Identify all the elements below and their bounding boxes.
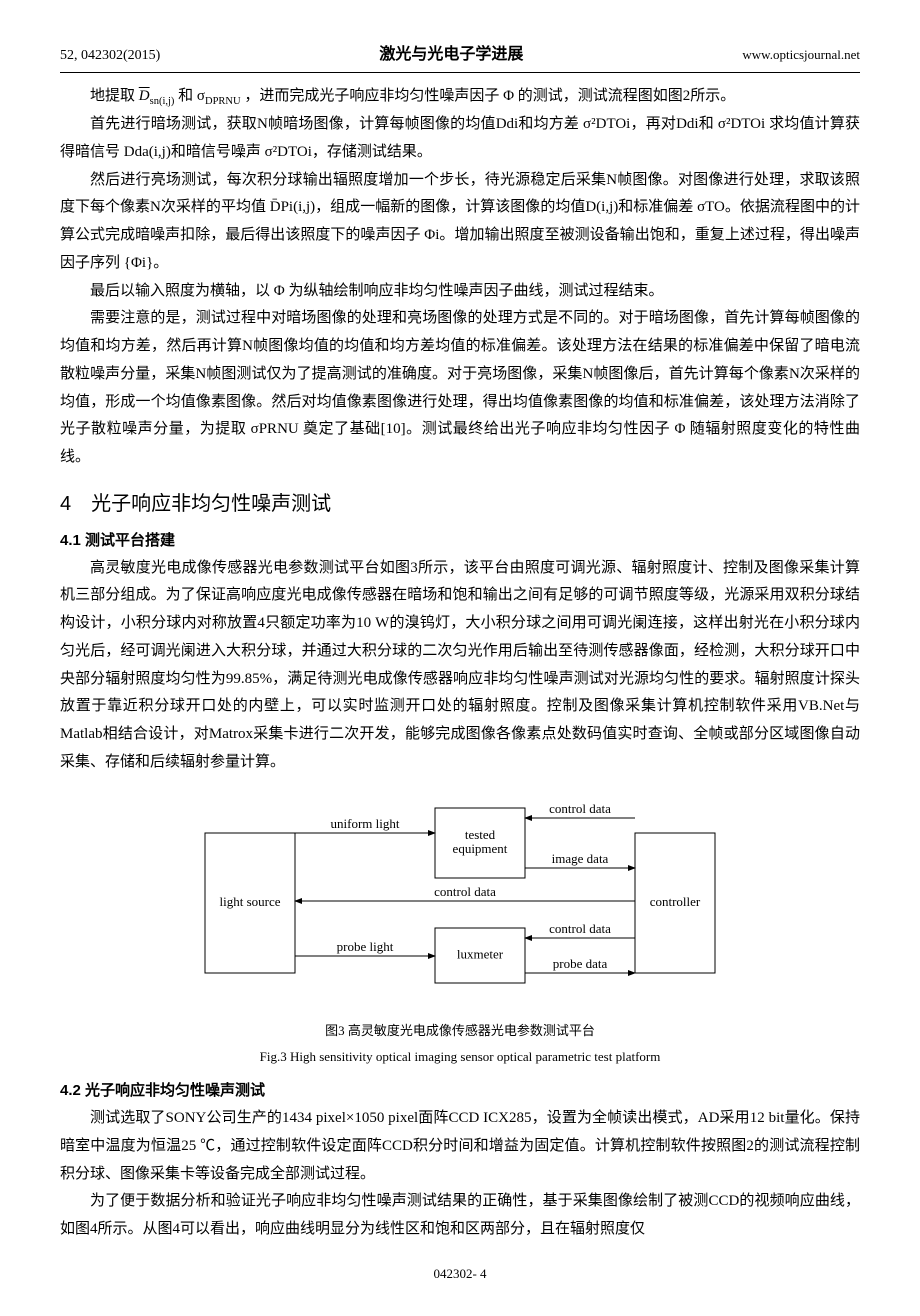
symbol-D: D: [139, 88, 150, 104]
subsection-4-2: 4.2 光子响应非均匀性噪声测试: [60, 1077, 860, 1105]
symbol-sub: sn(i,j): [150, 96, 175, 107]
header-center: 激光与光电子学进展: [379, 40, 523, 70]
figure-3-caption-cn: 图3 高灵敏度光电成像传感器光电参数测试平台: [60, 1019, 860, 1043]
paragraph-6: 高灵敏度光电成像传感器光电参数测试平台如图3所示，该平台由照度可调光源、辐射照度…: [60, 555, 860, 777]
svg-text:tested: tested: [465, 827, 496, 842]
header-left: 52, 042302(2015): [60, 43, 160, 69]
paragraph-1: 地提取 Dsn(i,j) 和 σDPRNU ，进而完成光子响应非均匀性噪声因子 …: [60, 83, 860, 111]
svg-text:luxmeter: luxmeter: [457, 946, 504, 961]
figure-3: light source testedequipment luxmeter contr…: [60, 793, 860, 1070]
page-footer: 042302- 4: [60, 1262, 860, 1286]
svg-text:control data: control data: [549, 921, 611, 936]
figure-3-diagram: light source testedequipment luxmeter contr…: [165, 793, 755, 1003]
svg-text:controller: controller: [650, 894, 701, 909]
paragraph-5: 需要注意的是，测试过程中对暗场图像的处理和亮场图像的处理方式是不同的。对于暗场图…: [60, 305, 860, 472]
subsection-4-1: 4.1 测试平台搭建: [60, 527, 860, 555]
p1-a: 地提取: [90, 88, 139, 104]
paragraph-8: 为了便于数据分析和验证光子响应非均匀性噪声测试结果的正确性，基于采集图像绘制了被…: [60, 1188, 860, 1244]
p1-b: 和 σ: [174, 88, 205, 104]
figure-3-caption-en: Fig.3 High sensitivity optical imaging s…: [60, 1045, 860, 1069]
header-right: www.opticsjournal.net: [742, 43, 860, 67]
svg-text:image data: image data: [552, 851, 609, 866]
p1-c: DPRNU: [205, 96, 241, 107]
paragraph-3: 然后进行亮场测试，每次积分球输出辐照度增加一个步长，待光源稳定后采集N帧图像。对…: [60, 167, 860, 278]
section-4-title: 4 光子响应非均匀性噪声测试: [60, 486, 860, 523]
paragraph-7: 测试选取了SONY公司生产的1434 pixel×1050 pixel面阵CCD…: [60, 1105, 860, 1188]
svg-text:control data: control data: [434, 884, 496, 899]
svg-text:uniform light: uniform light: [331, 816, 400, 831]
p1-d: ，进而完成光子响应非均匀性噪声因子 Φ 的测试，测试流程图如图2所示。: [241, 88, 736, 104]
svg-text:control data: control data: [549, 801, 611, 816]
svg-text:probe light: probe light: [337, 939, 394, 954]
svg-text:probe data: probe data: [553, 956, 608, 971]
paragraph-2: 首先进行暗场测试，获取N帧暗场图像，计算每帧图像的均值Ddi和均方差 σ²DTO…: [60, 111, 860, 167]
svg-text:light source: light source: [219, 894, 280, 909]
svg-text:equipment: equipment: [453, 841, 508, 856]
page-header: 52, 042302(2015) 激光与光电子学进展 www.opticsjou…: [60, 40, 860, 73]
paragraph-4: 最后以输入照度为横轴，以 Φ 为纵轴绘制响应非均匀性噪声因子曲线，测试过程结束。: [60, 278, 860, 306]
